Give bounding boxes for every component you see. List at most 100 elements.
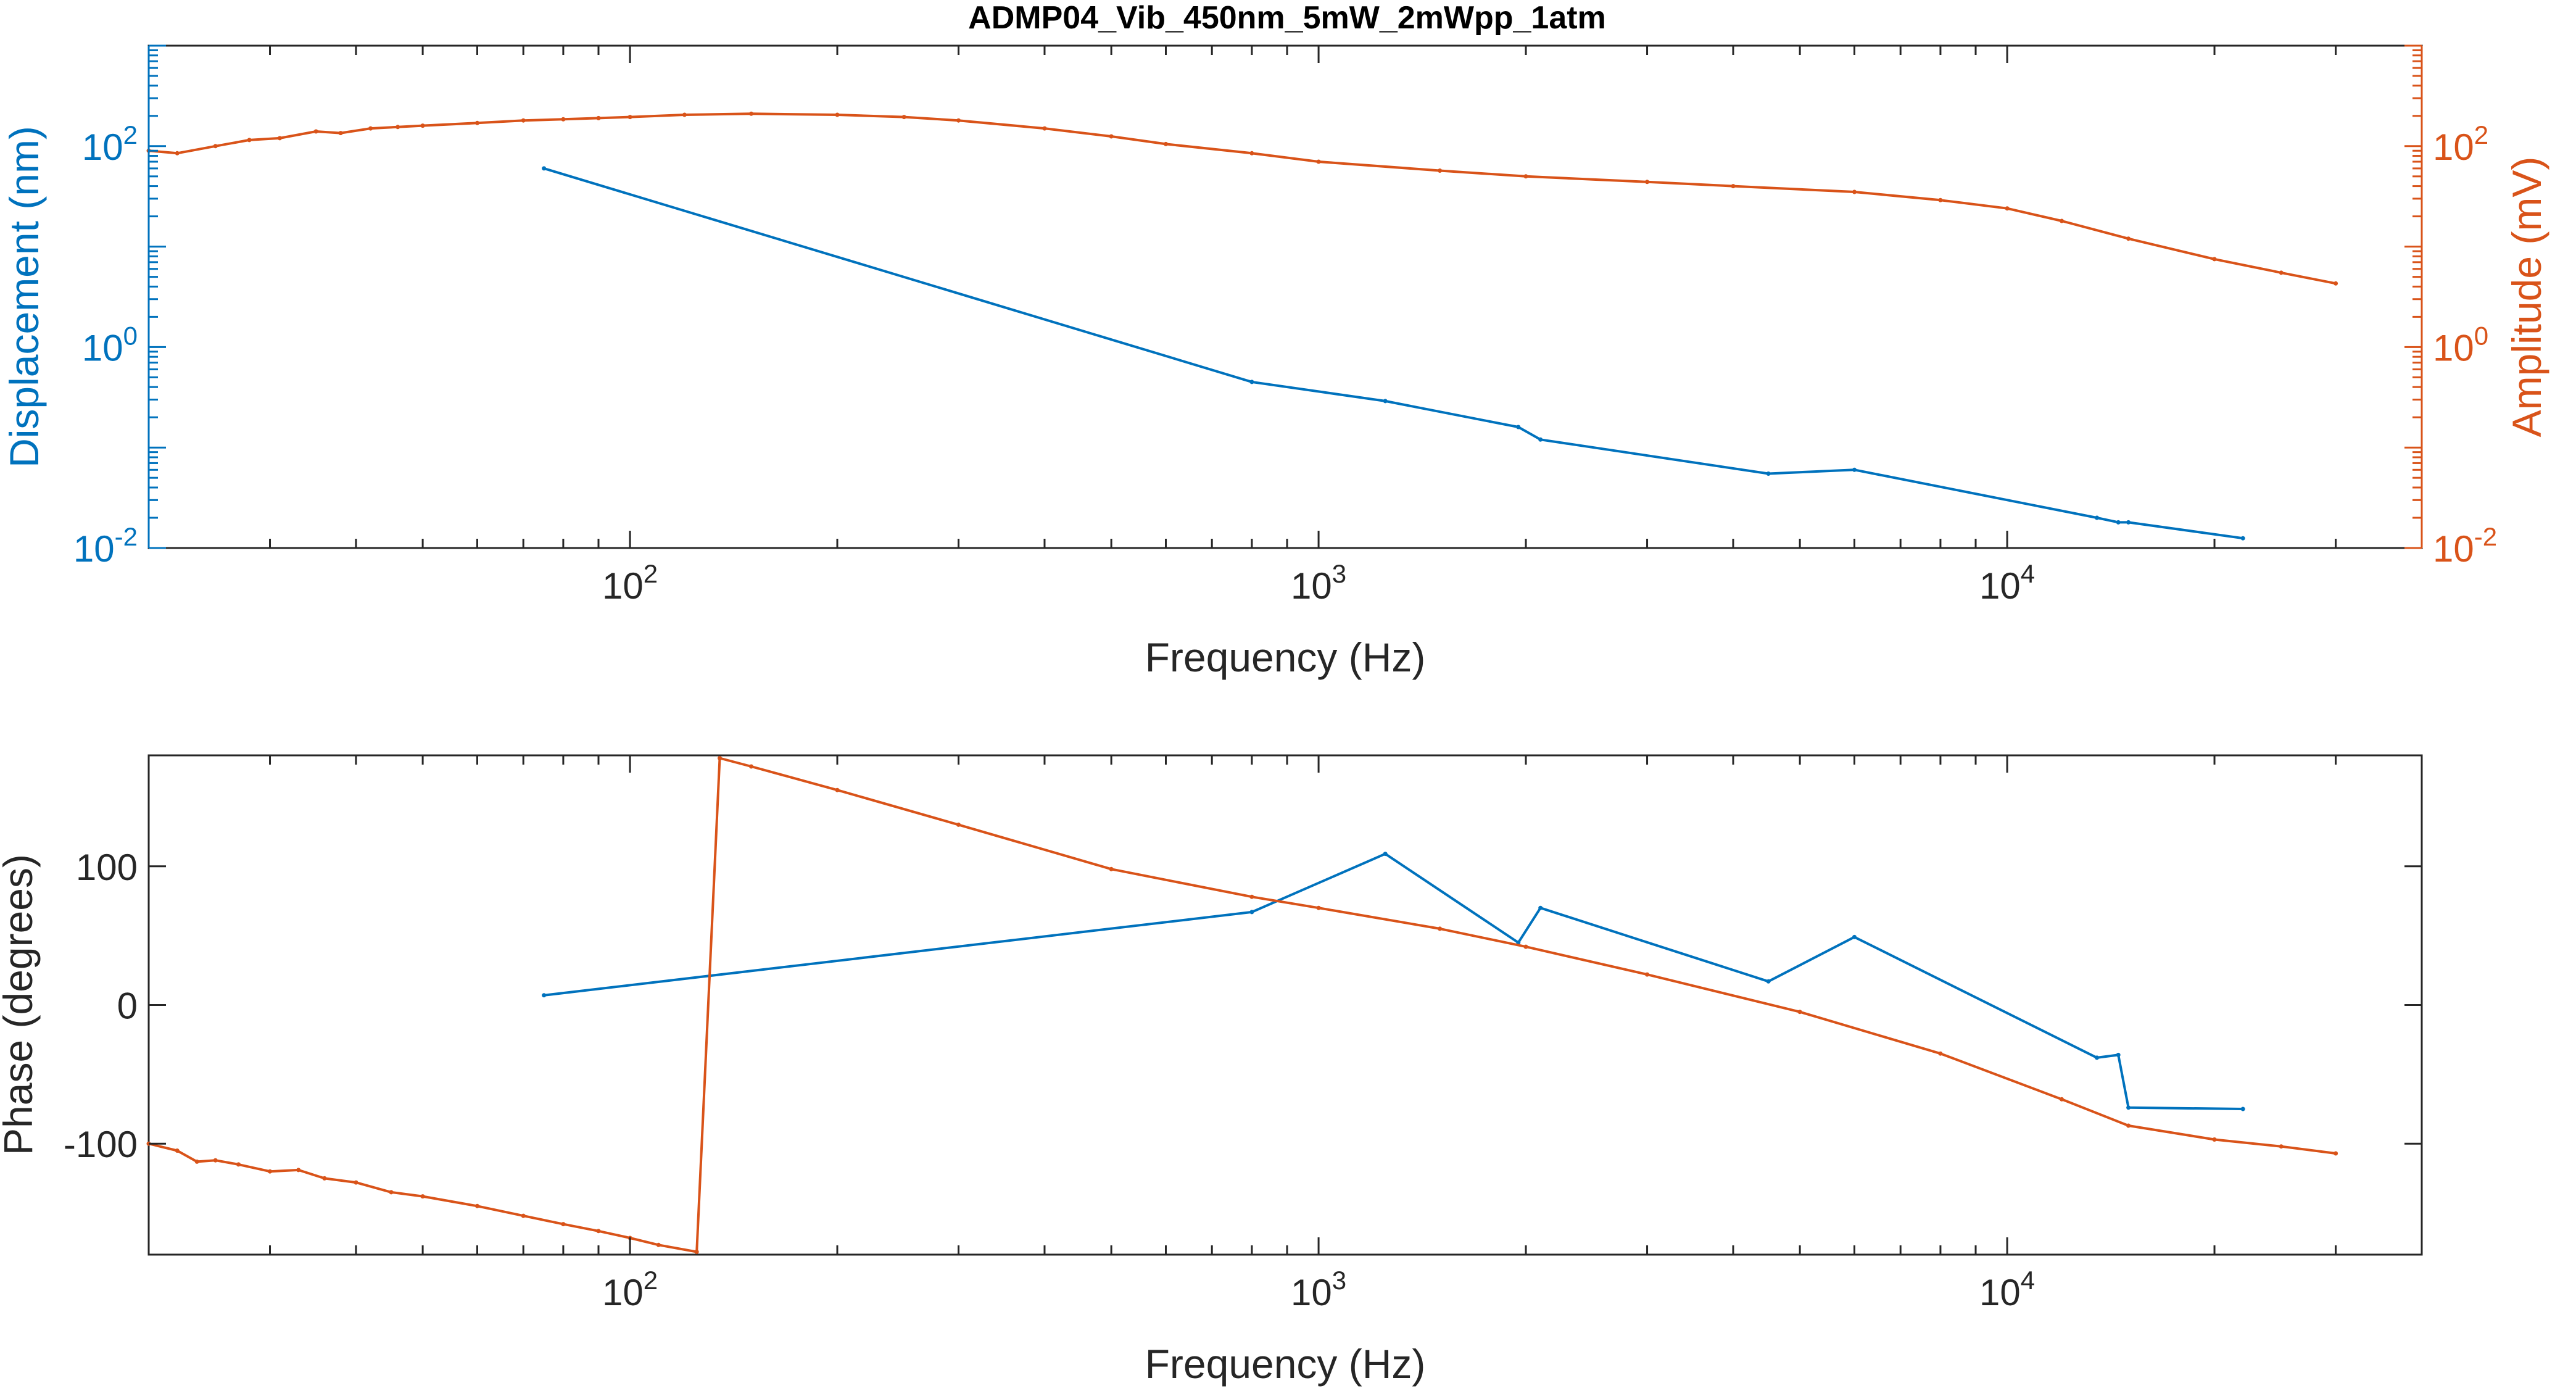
- top-left-y-tick-label: 102: [82, 120, 138, 168]
- top-series-0-point: [1249, 380, 1254, 384]
- top-series-1-point: [561, 117, 566, 122]
- bottom-series-0-point: [1852, 934, 1857, 939]
- bottom-series-0-point: [2126, 1105, 2131, 1110]
- top-series-0-point: [542, 166, 547, 171]
- bottom-series-1-point: [475, 1203, 479, 1208]
- top-series-1-point: [2060, 218, 2064, 223]
- bottom-series-1-point: [389, 1190, 394, 1195]
- top-series-1-point: [835, 112, 840, 117]
- top-series-0-point: [2126, 520, 2131, 525]
- bottom-series-1-point: [521, 1213, 526, 1218]
- top-series-1-point: [1645, 180, 1650, 185]
- bottom-series-1-point: [2212, 1137, 2217, 1142]
- bottom-series-1-point: [213, 1158, 218, 1163]
- top-series-1-point: [475, 120, 479, 125]
- top-series-1-point: [1316, 159, 1321, 164]
- bottom-series-1-point: [420, 1194, 425, 1199]
- bottom-series-1-point: [1438, 926, 1443, 931]
- bottom-series-1-point: [561, 1222, 566, 1227]
- top-series-0-point: [1766, 471, 1771, 476]
- top-right-y-tick-label: 102: [2433, 120, 2488, 168]
- bottom-plot: 102 103 104 -100 0 100 Frequency (Hz) Phase (…: [0, 754, 2423, 1387]
- top-series-1-point: [1852, 189, 1857, 194]
- bottom-series-group: [146, 756, 2338, 1254]
- bottom-x-axis-label: Frequency (Hz): [1145, 1341, 1426, 1387]
- top-right-y-tick-label: 100: [2433, 321, 2488, 368]
- bottom-series-0-point: [1538, 905, 1543, 910]
- top-series-1-point: [2126, 236, 2131, 241]
- bottom-series-1-point: [2060, 1097, 2064, 1102]
- bottom-series-1-point: [268, 1169, 272, 1174]
- top-series-0-point: [1538, 437, 1543, 442]
- top-series-0-point: [2116, 520, 2121, 525]
- bottom-tick-labels-group: 102 103 104 -100 0 100: [64, 847, 2035, 1313]
- top-series-1-point: [277, 136, 282, 141]
- bottom-series-0-point: [2240, 1107, 2245, 1111]
- top-series-1-point: [1042, 126, 1047, 131]
- bottom-series-1-point: [1797, 1010, 1802, 1015]
- bottom-series-1-point: [718, 756, 722, 760]
- bottom-series-1-point: [1249, 894, 1254, 899]
- bottom-ticks-group: [147, 755, 2423, 1255]
- top-series-0-point: [2095, 515, 2099, 520]
- bottom-series-1-point: [322, 1176, 327, 1181]
- bottom-series-0-point: [2095, 1055, 2099, 1060]
- bottom-series-0-point: [1766, 979, 1771, 984]
- bottom-x-tick-label: 103: [1291, 1266, 1346, 1313]
- bottom-series-0-point: [1249, 910, 1254, 915]
- top-left-y-tick-label: 10-2: [73, 522, 138, 570]
- bottom-y-axis-label: Phase (degrees): [0, 854, 41, 1155]
- top-series-1-point: [749, 111, 754, 116]
- top-plot: 102 103 104 10-2 10-2 100 100 102 102 Frequency …: [1, 44, 2549, 680]
- top-series-1-point: [2334, 281, 2338, 286]
- bottom-series-1-point: [1109, 866, 1114, 871]
- top-series-1-point: [338, 131, 343, 136]
- top-series-1-point: [2279, 270, 2284, 275]
- bottom-y-tick-label: 0: [117, 986, 138, 1027]
- top-series-1-point: [2005, 206, 2010, 211]
- bottom-series-1-point: [2279, 1144, 2284, 1149]
- top-series-1-point: [596, 115, 601, 120]
- top-series-1-point: [213, 144, 218, 149]
- bottom-series-1-point: [175, 1148, 180, 1153]
- top-x-tick-label: 103: [1291, 559, 1346, 607]
- bottom-series-1-point: [2334, 1151, 2338, 1156]
- top-series-1-point: [396, 125, 400, 130]
- bottom-series-1-point: [1316, 905, 1321, 910]
- bottom-series-1-point: [956, 822, 961, 827]
- bottom-series-1-point: [1938, 1051, 1943, 1056]
- bottom-series-1-point: [835, 787, 840, 792]
- top-right-y-axis-label: Amplitude (mV): [2504, 157, 2549, 438]
- top-series-1-point: [521, 118, 526, 123]
- top-series-1-point: [1249, 151, 1254, 156]
- bottom-series-1-point: [656, 1242, 661, 1247]
- top-plot-box: [147, 44, 2423, 549]
- bottom-series-1-point: [194, 1159, 199, 1164]
- bottom-x-tick-label: 104: [1979, 1266, 2035, 1313]
- top-series-1-point: [627, 115, 632, 120]
- bottom-series-1-point: [596, 1229, 601, 1234]
- bottom-series-0-point: [1383, 852, 1388, 857]
- bottom-x-tick-label: 102: [602, 1266, 658, 1313]
- top-left-y-tick-label: 100: [82, 321, 138, 368]
- top-x-tick-label: 104: [1979, 559, 2035, 607]
- top-right-y-tick-label: 10-2: [2433, 522, 2497, 570]
- top-series-0-point: [1516, 425, 1521, 430]
- top-series-group: [146, 111, 2338, 541]
- bottom-series-1-point: [694, 1250, 699, 1254]
- bottom-y-tick-label: -100: [64, 1124, 138, 1165]
- bottom-y-tick-label: 100: [76, 847, 138, 888]
- top-series-1-point: [2212, 257, 2217, 262]
- top-series-1-point: [420, 123, 425, 128]
- top-series-1-point: [682, 112, 687, 117]
- bottom-series-0-point: [542, 993, 547, 998]
- top-left-y-axis-label: Displacement (nm): [1, 126, 47, 468]
- top-series-1-point: [956, 118, 961, 123]
- bottom-series-0-point: [2116, 1052, 2121, 1057]
- top-series-1-point: [1438, 168, 1443, 173]
- top-series-0-point: [2240, 536, 2245, 541]
- top-series-1-point: [1523, 174, 1528, 179]
- top-series-1-point: [901, 115, 906, 120]
- top-x-tick-label: 102: [602, 559, 658, 607]
- bottom-series-1-point: [749, 764, 754, 769]
